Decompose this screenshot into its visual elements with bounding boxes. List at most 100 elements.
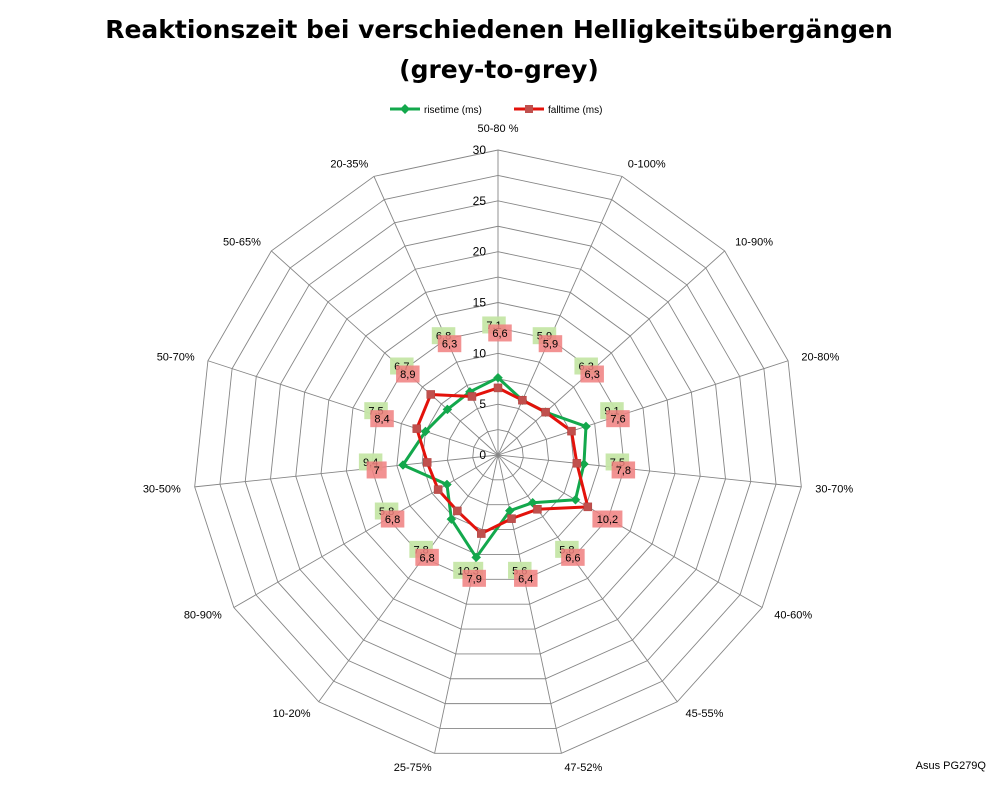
grid-spoke bbox=[271, 250, 499, 456]
series-point bbox=[467, 392, 477, 401]
category-label: 30-50% bbox=[143, 483, 181, 495]
data-label: 6,3 bbox=[442, 339, 457, 351]
axis-tick-label: 10 bbox=[473, 346, 487, 360]
data-label: 7,8 bbox=[616, 465, 631, 477]
axis-tick-label: 30 bbox=[473, 143, 487, 157]
series-point bbox=[477, 529, 486, 538]
data-label: 6,8 bbox=[419, 552, 434, 564]
axis-tick-label: 25 bbox=[473, 194, 487, 208]
series-point bbox=[570, 494, 581, 505]
series-point bbox=[533, 505, 542, 514]
series-point bbox=[426, 390, 436, 399]
grid-spoke bbox=[207, 360, 499, 456]
grid-spoke bbox=[497, 454, 562, 754]
series-point bbox=[453, 506, 462, 516]
grid-ring bbox=[270, 225, 726, 680]
series-point bbox=[398, 460, 408, 470]
series-point bbox=[518, 395, 527, 405]
axis-tick-label: 20 bbox=[473, 245, 487, 259]
grid-spoke bbox=[497, 454, 678, 703]
grid-ring bbox=[446, 403, 550, 506]
legend-entry-label: risetime (ms) bbox=[424, 105, 482, 116]
category-label: 45-55% bbox=[686, 708, 724, 720]
legend: risetime (ms) falltime (ms) bbox=[390, 104, 602, 116]
grid-spoke bbox=[434, 454, 499, 754]
data-label-background bbox=[370, 410, 394, 428]
category-label: 20-35% bbox=[330, 159, 368, 171]
data-label-background bbox=[580, 365, 604, 383]
series-point bbox=[541, 407, 550, 417]
series-point bbox=[567, 426, 576, 436]
data-label-background bbox=[514, 569, 538, 587]
grid-spoke bbox=[194, 454, 499, 488]
grid-spoke bbox=[497, 454, 763, 608]
data-label: 7,9 bbox=[467, 573, 482, 585]
grid-ring bbox=[345, 302, 651, 605]
watermark-text: Asus PG279Q bbox=[915, 760, 986, 772]
series-line bbox=[415, 386, 590, 536]
series-point bbox=[581, 421, 591, 432]
data-label-background bbox=[396, 365, 420, 383]
category-label: 10-90% bbox=[735, 237, 773, 249]
data-label-background bbox=[462, 569, 486, 587]
data-label-background bbox=[488, 324, 512, 342]
series-point bbox=[572, 459, 582, 468]
radar-grid: 0 5 10 15 20 25 30 50-80 % 0-100% 10-90% 20-80% 30-… bbox=[143, 123, 854, 774]
grid-spoke bbox=[497, 360, 789, 456]
category-label: 30-70% bbox=[815, 483, 853, 495]
chart-title-line-2: (grey-to-grey) bbox=[399, 55, 599, 84]
legend-entry-label: falltime (ms) bbox=[548, 105, 602, 116]
series-point bbox=[446, 514, 457, 525]
category-label: 0-100% bbox=[628, 159, 666, 171]
grid-ring bbox=[371, 327, 625, 580]
series-point bbox=[422, 458, 432, 467]
series-point bbox=[442, 479, 452, 490]
data-label: 6,6 bbox=[492, 328, 507, 340]
data-label: 7,6 bbox=[610, 414, 625, 426]
series-point bbox=[412, 424, 422, 433]
data-label: 8,4 bbox=[374, 414, 389, 426]
grid-ring bbox=[295, 251, 701, 655]
series-point bbox=[493, 383, 503, 393]
series-point bbox=[442, 404, 453, 415]
series-point bbox=[493, 372, 503, 383]
legend-marker bbox=[525, 105, 533, 113]
category-label: 50-80 % bbox=[478, 123, 519, 135]
series-point bbox=[420, 426, 431, 437]
grid-spoke bbox=[497, 454, 802, 488]
axis-tick-label: 15 bbox=[473, 296, 487, 310]
grid-spoke bbox=[318, 454, 499, 703]
category-label: 10-20% bbox=[273, 708, 311, 720]
data-label-background bbox=[380, 510, 405, 528]
grid-ring bbox=[219, 174, 777, 729]
data-label: 10,2 bbox=[597, 514, 618, 526]
grid-ring bbox=[320, 276, 676, 630]
data-label: 6,6 bbox=[565, 552, 580, 564]
data-label: 6,8 bbox=[385, 514, 400, 526]
grid-spoke bbox=[497, 176, 623, 456]
data-label: 5,9 bbox=[543, 339, 558, 351]
chart-title: Reaktionszeit bei verschiedenen Helligke… bbox=[0, 10, 998, 90]
category-label: 20-80% bbox=[801, 351, 839, 363]
series-point bbox=[527, 497, 538, 508]
grid-ring bbox=[244, 200, 752, 705]
data-label-background bbox=[592, 510, 623, 528]
data-label: 7 bbox=[374, 465, 380, 477]
series-point bbox=[583, 502, 593, 512]
grid-spoke bbox=[233, 454, 499, 608]
series-point bbox=[433, 485, 443, 494]
category-label: 47-52% bbox=[564, 762, 602, 774]
axis-tick-label: 5 bbox=[479, 397, 486, 411]
data-label-background bbox=[415, 548, 439, 566]
data-label-background bbox=[437, 335, 462, 353]
data-label: 6,3 bbox=[585, 369, 600, 381]
data-label-background bbox=[538, 335, 563, 353]
data-label-background bbox=[561, 548, 585, 566]
data-label-background bbox=[366, 461, 387, 479]
radar-data-labels: 7,15,96,39,17,55,85,610,37,85,89,47,56,7… bbox=[358, 316, 636, 587]
data-label-background bbox=[611, 461, 636, 479]
grid-ring bbox=[396, 352, 600, 555]
grid-spoke bbox=[373, 176, 499, 456]
grid-spoke bbox=[497, 250, 725, 456]
axis-tick-label: 0 bbox=[479, 448, 486, 462]
